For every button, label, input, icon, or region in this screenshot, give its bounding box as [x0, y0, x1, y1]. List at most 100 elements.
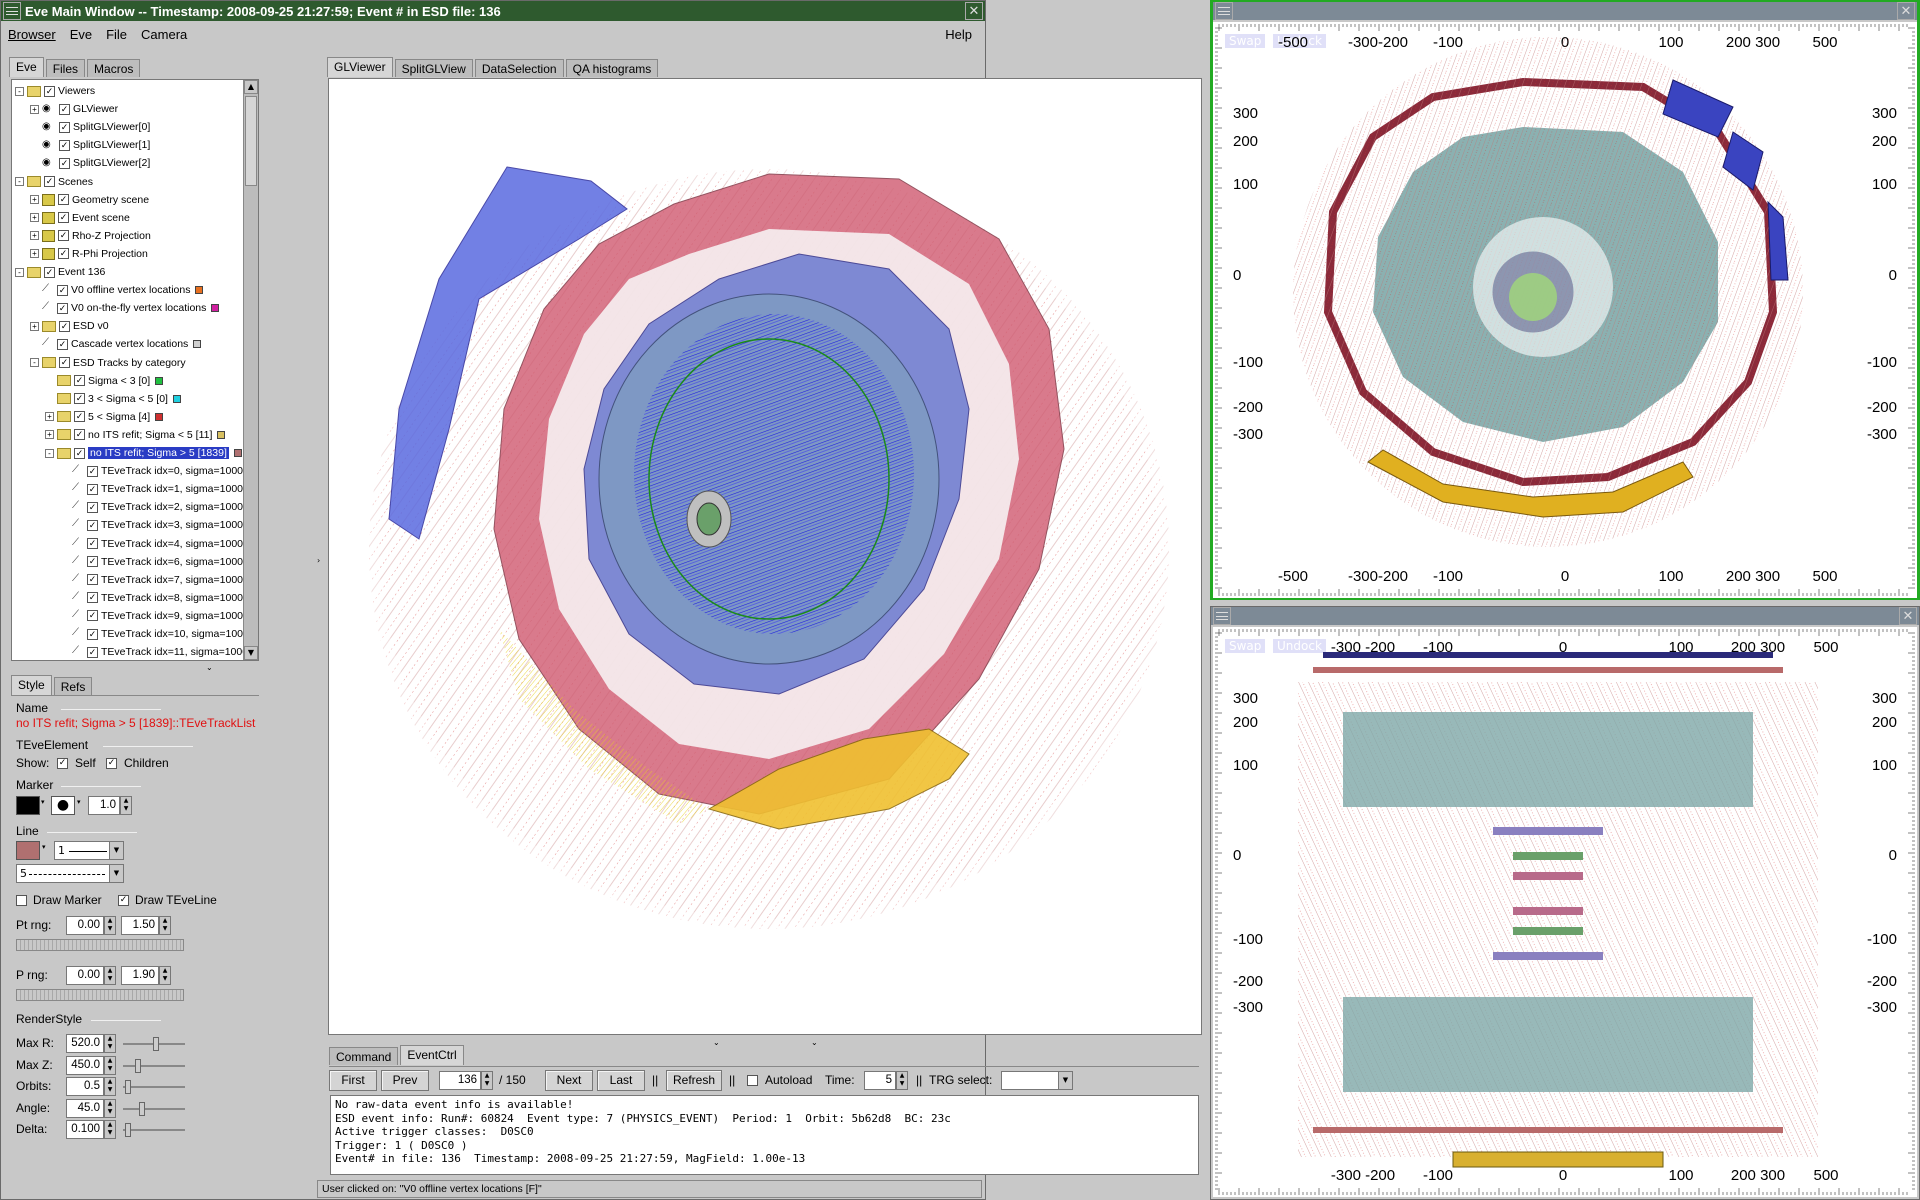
main-window-titlebar[interactable]: Eve Main Window -- Timestamp: 2008-09-25…: [1, 1, 985, 21]
close-icon[interactable]: ✕: [1897, 2, 1915, 20]
tree-item[interactable]: + ✓ no ITS refit; Sigma < 5 [11]: [45, 426, 226, 444]
self-checkbox[interactable]: ✓: [57, 758, 68, 769]
p-min-stepper[interactable]: ▲ ▼: [104, 966, 116, 985]
visibility-checkbox[interactable]: ✓: [44, 176, 55, 187]
visibility-checkbox[interactable]: ✓: [87, 556, 98, 568]
detector-3d-scene[interactable]: [329, 79, 1202, 1035]
visibility-checkbox[interactable]: ✓: [87, 592, 98, 604]
tree-item[interactable]: ⟋ ✓ TEveTrack idx=1, sigma=1000.000: [60, 480, 258, 498]
expand-icon[interactable]: +: [30, 321, 39, 331]
tree-item[interactable]: ◉ ✓ SplitGLViewer[0]: [30, 118, 150, 136]
visibility-checkbox[interactable]: ✓: [74, 429, 85, 441]
color-swatch[interactable]: [155, 412, 164, 421]
collapse-icon[interactable]: -: [15, 177, 24, 186]
slider-thumb[interactable]: [125, 1080, 131, 1094]
pt-max-input[interactable]: 1.50: [121, 916, 159, 935]
visibility-checkbox[interactable]: ✓: [59, 121, 70, 133]
marker-color-picker[interactable]: [16, 796, 40, 815]
collapse-icon[interactable]: -: [15, 267, 24, 277]
color-swatch[interactable]: [195, 286, 204, 295]
rhoz-window-titlebar[interactable]: ✕: [1211, 607, 1919, 625]
undock-button[interactable]: Undock: [1273, 34, 1326, 48]
refresh-button[interactable]: Refresh: [666, 1070, 722, 1091]
draw-marker-checkbox[interactable]: [16, 895, 27, 906]
undock-button[interactable]: Undock: [1273, 639, 1326, 653]
marker-color-dropdown-icon[interactable]: ▾: [41, 798, 45, 806]
slider-thumb[interactable]: [125, 1123, 131, 1137]
visibility-checkbox[interactable]: ✓: [57, 284, 68, 296]
p-range-slider[interactable]: [16, 989, 184, 1001]
line-style-select[interactable]: 5 ▼: [16, 864, 124, 883]
tree-item[interactable]: ✓ 3 < Sigma < 5 [0]: [45, 390, 181, 408]
tree-item[interactable]: ⟋ ✓ V0 on-the-fly vertex locations: [30, 299, 220, 317]
tab-macros[interactable]: Macros: [87, 59, 141, 77]
tree-item[interactable]: + ✓ 5 < Sigma [4]: [45, 408, 164, 426]
tab-splitglview[interactable]: SplitGLView: [394, 59, 473, 77]
marker-style-dropdown-icon[interactable]: ▾: [77, 798, 81, 806]
autoload-checkbox[interactable]: [747, 1075, 758, 1086]
slider-thumb[interactable]: [139, 1101, 145, 1116]
render-param-stepper[interactable]: ▲ ▼: [104, 1034, 116, 1053]
visibility-checkbox[interactable]: ✓: [58, 212, 69, 224]
render-param-slider[interactable]: [123, 1064, 185, 1067]
tree-item[interactable]: ◉ ✓ SplitGLViewer[2]: [30, 154, 150, 172]
children-checkbox[interactable]: ✓: [106, 758, 117, 769]
pt-max-stepper[interactable]: ▲ ▼: [159, 916, 171, 935]
visibility-checkbox[interactable]: ✓: [87, 538, 98, 549]
tree-item[interactable]: ◉ ✓ SplitGLViewer[1]: [30, 136, 150, 154]
splitter-handle[interactable]: ›: [317, 556, 321, 565]
visibility-checkbox[interactable]: ✓: [74, 375, 85, 387]
tab-files[interactable]: Files: [45, 59, 86, 77]
chevron-down-icon[interactable]: ▼: [109, 865, 123, 882]
color-swatch[interactable]: [217, 430, 226, 439]
tree-item[interactable]: ⟋ ✓ TEveTrack idx=3, sigma=1000.000: [60, 516, 258, 534]
color-swatch[interactable]: [211, 304, 220, 313]
tree-item[interactable]: ⟋ ✓ TEveTrack idx=9, sigma=1000.000: [60, 607, 258, 625]
pt-min-input[interactable]: 0.00: [66, 916, 104, 935]
color-swatch[interactable]: [172, 394, 181, 403]
swap-button[interactable]: Swap: [1225, 34, 1266, 48]
render-param-slider[interactable]: [123, 1129, 185, 1131]
tree-item[interactable]: ⟋ ✓ Cascade vertex locations: [30, 335, 202, 353]
p-min-input[interactable]: 0.00: [66, 966, 104, 985]
slider-thumb[interactable]: [135, 1058, 141, 1073]
close-icon[interactable]: ✕: [965, 2, 983, 20]
visibility-checkbox[interactable]: ✓: [59, 139, 70, 151]
expand-icon[interactable]: +: [30, 104, 39, 114]
visibility-checkbox[interactable]: ✓: [44, 85, 55, 97]
scroll-down-icon[interactable]: ▼: [244, 646, 258, 660]
chevron-down-icon[interactable]: ▼: [1058, 1072, 1072, 1089]
tree-item[interactable]: + ✓ Rho-Z Projection: [30, 227, 151, 245]
time-stepper[interactable]: ▲ ▼: [896, 1071, 908, 1090]
collapse-icon[interactable]: -: [45, 448, 54, 458]
line-color-picker[interactable]: [16, 841, 40, 860]
splitter-grip-icon[interactable]: ⌄: [206, 663, 213, 672]
tree-item[interactable]: + ✓ Geometry scene: [30, 191, 149, 209]
tree-item[interactable]: ⟋ ✓ TEveTrack idx=0, sigma=1000.000: [60, 462, 258, 480]
chevron-down-icon[interactable]: ▼: [109, 842, 123, 859]
tree-item[interactable]: ⟋ ✓ TEveTrack idx=11, sigma=1000.000: [60, 643, 258, 660]
visibility-checkbox[interactable]: ✓: [74, 393, 85, 405]
render-param-input[interactable]: 45.0: [66, 1098, 104, 1118]
marker-style-picker[interactable]: ●: [51, 796, 75, 815]
render-param-slider[interactable]: [123, 1107, 185, 1110]
render-param-input[interactable]: 0.100: [66, 1120, 104, 1139]
collapse-icon[interactable]: -: [30, 358, 39, 367]
menu-file[interactable]: File: [106, 26, 128, 42]
pt-min-stepper[interactable]: ▲ ▼: [104, 916, 116, 935]
visibility-checkbox[interactable]: ✓: [44, 266, 55, 278]
splitter-grip-icon[interactable]: ⌄: [713, 1038, 720, 1047]
rphi-viewport[interactable]: Swap Undock -500 -500 -300-200 -300-200 -100…: [1213, 22, 1917, 598]
splitter-grip-icon[interactable]: ⌄: [811, 1038, 818, 1047]
first-button[interactable]: First: [329, 1070, 377, 1091]
close-icon[interactable]: ✕: [1899, 607, 1917, 625]
visibility-checkbox[interactable]: ✓: [58, 230, 69, 242]
tab-qa-histograms[interactable]: QA histograms: [565, 59, 659, 77]
visibility-checkbox[interactable]: ✓: [87, 610, 98, 622]
tree-item[interactable]: ⟋ ✓ TEveTrack idx=7, sigma=1000.000: [60, 571, 258, 589]
p-max-stepper[interactable]: ▲ ▼: [159, 966, 171, 985]
swap-button[interactable]: Swap: [1225, 639, 1266, 653]
color-swatch[interactable]: [233, 449, 242, 457]
visibility-checkbox[interactable]: ✓: [87, 646, 98, 658]
tree-item[interactable]: - ✓ no ITS refit; Sigma > 5 [1839]: [45, 444, 242, 462]
